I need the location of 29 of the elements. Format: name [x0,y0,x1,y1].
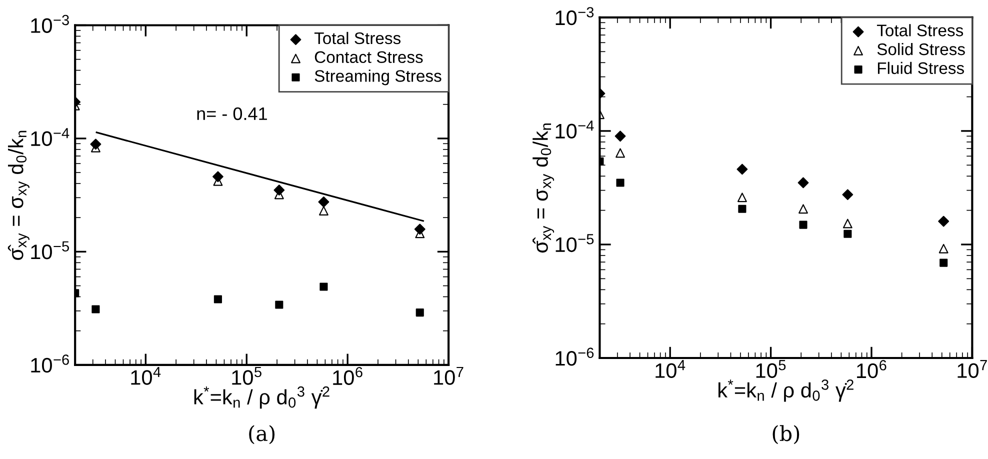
y-tick-label: 10$^{−4}$ [556,120,594,139]
legend-label: Total Stress [314,32,401,44]
y-tick-label: 10$^{−6}$ [556,348,594,366]
annotation: n= - 0.41 [197,107,267,120]
y-tick-label: 10$^{−5}$ [31,241,69,260]
x-tick-label: 10$^{7}$ [958,360,987,378]
y-tick-label: 10$^{−5}$ [556,234,594,252]
text: (b) [772,425,800,444]
text: (a) [249,425,275,444]
y-tick-label: 10$^{−6}$ [31,354,69,373]
legend-label: Streaming Stress [314,70,442,86]
y-tick-label: 10$^{−3}$ [31,14,69,33]
legend-label: Contact Stress [314,51,423,64]
x-tick-label: 10$^{4}$ [131,366,161,385]
y-axis-title: σ̂$_{xy}$ = σ$_{xy}$ d$_{0}$/k$_{n}$ [8,130,30,260]
x-tick-label: 10$^{5}$ [232,366,262,385]
legend-label: Fluid Stress [878,62,964,74]
y-axis-title: σ̂$_{xy}$ = σ$_{xy}$ d$_{0}$/k$_{n}$ [532,124,554,253]
text: k$^{*}$=k$_{n}$ / ρ d$_{0}$$^{3}$ γ̇$^{2}$ [718,380,854,402]
y-tick-label: 10$^{−3}$ [556,7,594,26]
legend-label: Total Stress [876,24,964,36]
legend-label: Solid Stress [877,42,965,56]
x-tick-label: 10$^{7}$ [434,366,464,385]
text: k$^{*}$=k$_{n}$ / ρ d$_{0}$$^{3}$ γ̇$^{2}$ [194,386,330,409]
x-tick-label: 10$^{6}$ [333,366,362,386]
x-tick-label: 10$^{6}$ [857,360,886,378]
y-tick-label: 10$^{−4}$ [31,128,70,146]
x-tick-label: 10$^{4}$ [656,360,686,378]
x-tick-label: 10$^{5}$ [756,360,786,378]
